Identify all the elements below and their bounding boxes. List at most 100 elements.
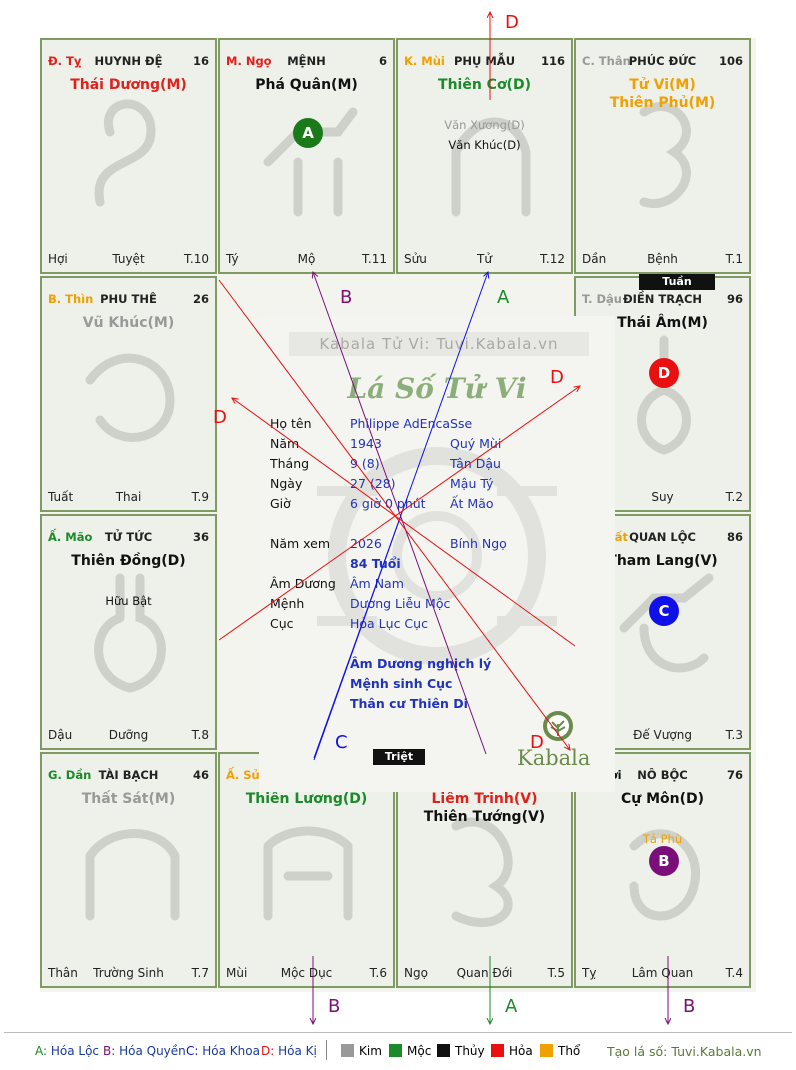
info-label: Cục — [270, 616, 294, 631]
palace-name: TỬ TỨC — [104, 530, 153, 544]
palace-stage: Quan Đới — [456, 966, 513, 980]
major-star: Vũ Khúc(M) — [82, 315, 175, 331]
palace-stars: Liêm Trinh(V) Thiên Tướng(V) — [398, 790, 571, 826]
kabala-logo-text: Kabala — [517, 746, 591, 770]
chart-heading: Lá Số Tử Vi — [347, 372, 527, 405]
inner-arrow-c — [313, 517, 401, 761]
legend-element-4: Hỏa — [491, 1044, 533, 1058]
palace-position: Tý — [226, 252, 239, 266]
palace-footer: Hợi Tuyệt T.10 — [48, 252, 209, 266]
palace-header: Ấ. Mão TỬ TỨC 36 — [48, 530, 209, 546]
palace-name: PHỤ MẪU — [453, 54, 516, 68]
palace-name: HUYNH ĐỆ — [94, 54, 163, 68]
palace-month: T.1 — [725, 252, 743, 266]
palace-stars: Thiên Lương(D) — [220, 790, 393, 808]
palace-footer: Ngọ Quan Đới T.5 — [404, 966, 565, 980]
legend-element-5: Thổ — [540, 1044, 580, 1058]
legend-bar: A: Hóa Lộc B: Hóa Quyền C: Hóa Khoa D: Hóa … — [0, 1032, 796, 1070]
element-name: Thổ — [558, 1044, 581, 1058]
major-star: Thiên Đồng(D) — [71, 553, 186, 569]
legend-site-link[interactable]: Tạo lá số: Tuvi.Kabala.vn — [607, 1044, 762, 1059]
outer-label-top: D — [505, 12, 519, 33]
major-star: Phá Quân(M) — [255, 77, 358, 93]
major-star: Thái Dương(M) — [70, 77, 187, 93]
info-value: 27 (28) — [350, 476, 396, 491]
major-star: Cự Môn(D) — [620, 791, 705, 807]
minor-star: Văn Xương(D) — [444, 118, 525, 132]
inner-label-d-right: D — [550, 367, 564, 388]
palace-7: Ấ. Mão TỬ TỨC 36 Thiên Đồng(D) Hữu Bật Dậu Dưỡ… — [40, 514, 217, 750]
palace-stage: Mộ — [297, 252, 316, 266]
info-label: Ngày — [270, 476, 303, 491]
element-swatch — [389, 1044, 402, 1057]
info-label: Năm — [270, 436, 300, 451]
palace-4: C. Thân PHÚC ĐỨC 106 Tử Vi(M) Thiên Phủ(M) Dầ… — [574, 38, 751, 274]
palace-stage: Trường Sinh — [93, 966, 164, 980]
palace-stage: Đế Vượng — [633, 728, 692, 742]
major-star: Tham Lang(V) — [607, 553, 718, 569]
palace-header: Đ. Tỵ HUYNH ĐỆ 16 — [48, 54, 209, 70]
palace-stage: Thai — [115, 490, 142, 504]
legend-hoa-1: A: Hóa Lộc — [35, 1044, 99, 1058]
palace-month: T.12 — [540, 252, 565, 266]
palace-month: T.8 — [191, 728, 209, 742]
palace-name: TÀI BẠCH — [98, 768, 159, 782]
palace-position: Tỵ — [582, 966, 597, 980]
palace-2: M. Ngọ MỆNH 6 Phá Quân(M) Tý Mộ T.11 A — [218, 38, 395, 274]
legend-hoa-text: Hóa Kị — [274, 1044, 317, 1058]
zodiac-animal-icon — [629, 829, 700, 921]
element-name: Kim — [359, 1044, 382, 1058]
element-name: Thủy — [455, 1044, 485, 1058]
hoa-marker-c: C — [649, 596, 679, 626]
info-can-chi: Bính Ngọ — [450, 536, 507, 551]
palace-position: Sửu — [404, 252, 427, 266]
info-label: Họ tên — [270, 416, 312, 431]
palace-stars: Thiên Đồng(D) Hữu Bật — [42, 552, 215, 608]
palace-footer: Tý Mộ T.11 — [226, 252, 387, 266]
inner-label-d-left: D — [213, 407, 227, 428]
palace-month: T.9 — [191, 490, 209, 504]
palace-stars: Cự Môn(D) Tả Phù — [576, 790, 749, 846]
major-star: Thiên Cơ(D) — [438, 77, 531, 93]
element-name: Hỏa — [509, 1044, 533, 1058]
info-value: Dương Liễu Mộc — [350, 596, 451, 611]
legend-separator — [326, 1040, 327, 1060]
palace-age: 86 — [726, 530, 743, 544]
palace-age: 26 — [192, 292, 209, 306]
element-swatch — [341, 1044, 354, 1057]
palace-9: G. Dần TÀI BẠCH 46 Thất Sát(M) Thân Trường Si… — [40, 752, 217, 988]
palace-month: T.7 — [191, 966, 209, 980]
major-star: Thiên Lương(D) — [245, 791, 368, 807]
info-label: Mệnh — [270, 596, 305, 611]
palace-stars: Phá Quân(M) — [220, 76, 393, 94]
zodiac-animal-icon — [85, 829, 180, 921]
palace-age: 36 — [192, 530, 209, 544]
palace-stage: Suy — [651, 490, 674, 504]
info-label: Âm Dương — [270, 576, 336, 591]
palace-position: Ngọ — [404, 966, 428, 980]
palace-age: 106 — [718, 54, 743, 68]
palace-position: Hợi — [48, 252, 68, 266]
inner-label-d-bottom: D — [530, 732, 544, 753]
legend-divider — [4, 1032, 792, 1033]
palace-stars: Tham Lang(V) — [576, 552, 749, 570]
major-star: Thiên Tướng(V) — [423, 809, 546, 825]
info-can-chi: Mậu Tý — [450, 476, 494, 491]
palace-5: B. Thìn PHU THÊ 26 Vũ Khúc(M) Tuất Thai T.9 — [40, 276, 217, 512]
palace-name: PHU THÊ — [100, 292, 157, 306]
palace-can-chi: G. Dần — [48, 768, 92, 782]
zodiac-animal-icon — [451, 817, 513, 928]
legend-hoa-2: B: Hóa Quyền — [103, 1044, 186, 1058]
zodiac-animal-icon — [85, 353, 175, 442]
legend-hoa-4: D: Hóa Kị — [261, 1044, 317, 1058]
palace-footer: Sửu Tử T.12 — [404, 252, 565, 266]
info-value: Mệnh sinh Cục — [350, 676, 453, 691]
outer-label-b1: B — [328, 996, 341, 1017]
element-name: Mộc — [407, 1044, 432, 1058]
palace-stage: Tử — [477, 252, 492, 266]
legend-hoa-key: B: — [103, 1044, 116, 1058]
outer-label-a: A — [505, 996, 518, 1017]
palace-name: QUAN LỘC — [629, 530, 696, 544]
